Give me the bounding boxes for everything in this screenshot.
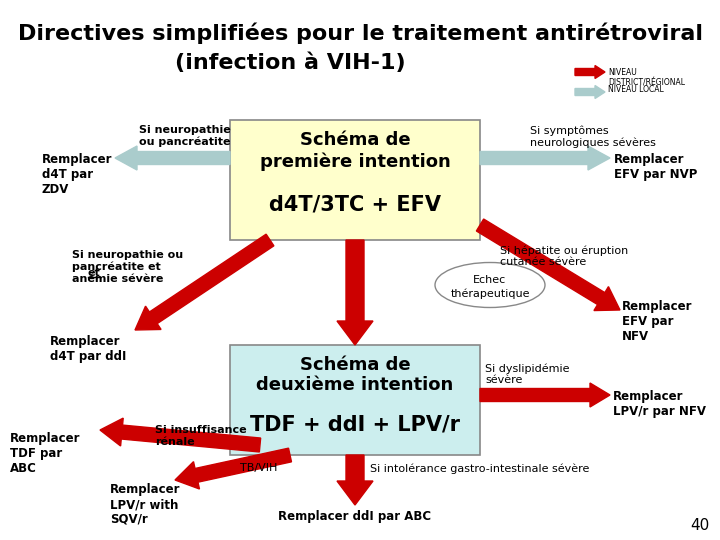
Polygon shape bbox=[477, 219, 620, 310]
Polygon shape bbox=[480, 383, 610, 407]
FancyBboxPatch shape bbox=[230, 345, 480, 455]
Text: Directives simplifiées pour le traitement antirétroviral: Directives simplifiées pour le traitemen… bbox=[17, 22, 703, 44]
Text: TDF + ddI + LPV/r: TDF + ddI + LPV/r bbox=[250, 415, 460, 435]
Text: Remplacer
EFV par NVP: Remplacer EFV par NVP bbox=[614, 153, 698, 181]
FancyBboxPatch shape bbox=[230, 120, 480, 240]
Text: Schéma de: Schéma de bbox=[300, 131, 410, 149]
Text: d4T/3TC + EFV: d4T/3TC + EFV bbox=[269, 195, 441, 215]
Text: NIVEAU
DISTRICT/RÉGIONAL: NIVEAU DISTRICT/RÉGIONAL bbox=[608, 68, 685, 87]
Polygon shape bbox=[115, 146, 230, 170]
Text: Schéma de: Schéma de bbox=[300, 356, 410, 374]
Text: Remplacer ddI par ABC: Remplacer ddI par ABC bbox=[279, 510, 431, 523]
Text: Remplacer
LPV/r par NFV: Remplacer LPV/r par NFV bbox=[613, 390, 706, 418]
Text: 40: 40 bbox=[690, 517, 710, 532]
Text: première intention: première intention bbox=[260, 153, 451, 171]
Text: Si hépatite ou éruption
cutanée sévère: Si hépatite ou éruption cutanée sévère bbox=[500, 245, 629, 267]
Polygon shape bbox=[337, 240, 373, 345]
Text: Si neuropathie ou
pancréatite et
anémie sévère: Si neuropathie ou pancréatite et anémie … bbox=[72, 250, 183, 284]
Text: Echec: Echec bbox=[473, 275, 507, 285]
Text: Remplacer
d4T par
ZDV: Remplacer d4T par ZDV bbox=[42, 153, 112, 196]
Polygon shape bbox=[575, 85, 605, 98]
Text: TB/VIH: TB/VIH bbox=[240, 463, 277, 473]
Text: Remplacer
EFV par
NFV: Remplacer EFV par NFV bbox=[622, 300, 693, 343]
Polygon shape bbox=[480, 146, 610, 170]
Polygon shape bbox=[175, 448, 292, 489]
Polygon shape bbox=[575, 65, 605, 78]
Text: Remplacer
LPV/r with
SQV/r: Remplacer LPV/r with SQV/r bbox=[110, 483, 181, 526]
Polygon shape bbox=[100, 418, 261, 452]
Polygon shape bbox=[337, 455, 373, 505]
Text: et: et bbox=[88, 268, 101, 278]
Text: deuxième intention: deuxième intention bbox=[256, 376, 454, 394]
Text: Si intolérance gastro-intestinale sévère: Si intolérance gastro-intestinale sévère bbox=[370, 463, 590, 474]
Text: Si symptômes
neurologiques sévères: Si symptômes neurologiques sévères bbox=[530, 125, 656, 148]
Text: NIVEAU LOCAL: NIVEAU LOCAL bbox=[608, 85, 664, 94]
Ellipse shape bbox=[435, 262, 545, 307]
Text: Remplacer
d4T par ddI: Remplacer d4T par ddI bbox=[50, 335, 127, 363]
Text: Remplacer
TDF par
ABC: Remplacer TDF par ABC bbox=[10, 432, 81, 475]
Text: Si dyslipidémie
sévère: Si dyslipidémie sévère bbox=[485, 363, 570, 385]
Text: Si insuffisance
rénale: Si insuffisance rénale bbox=[155, 425, 247, 447]
Text: Si neuropathie
ou pancréatite: Si neuropathie ou pancréatite bbox=[139, 125, 231, 147]
Text: (infection à VIH-1): (infection à VIH-1) bbox=[175, 52, 405, 72]
Polygon shape bbox=[135, 234, 274, 330]
Text: thérapeutique: thérapeutique bbox=[450, 289, 530, 299]
